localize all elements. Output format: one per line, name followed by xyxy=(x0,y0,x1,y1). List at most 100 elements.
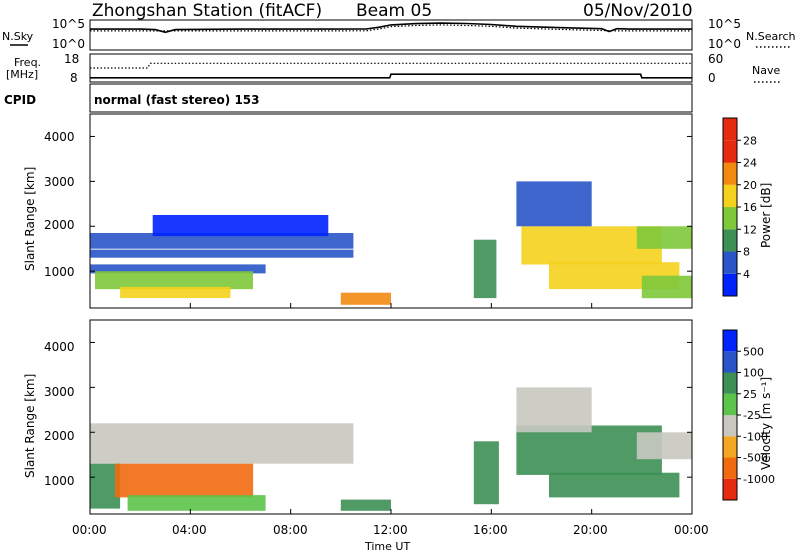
noise-series-1 xyxy=(90,24,692,32)
velocity-cbar-label-4: 25 xyxy=(743,388,757,401)
power-region-11 xyxy=(636,226,692,249)
power-region-0 xyxy=(90,233,354,249)
velocity-ytick-2000: 2000 xyxy=(44,429,75,443)
power-colorbar: 4 8 12 16 20 24 28 xyxy=(722,117,757,297)
freq-label: Freq. xyxy=(14,56,41,69)
velocity-ylabel: Slant Range [km] xyxy=(23,374,37,478)
velocity-region-0 xyxy=(90,423,354,464)
velocity-ytick-4000: 4000 xyxy=(44,340,75,354)
x-axis: 00:00 04:00 08:00 12:00 16:00 20:00 00:0… xyxy=(72,523,709,553)
noise-panel-frame xyxy=(89,19,693,51)
power-cbar-swatch-5 xyxy=(723,162,737,185)
nave-label: Nave xyxy=(752,64,780,77)
xtick-6: 00:00 xyxy=(674,523,709,537)
freq-series-group xyxy=(90,62,692,79)
nsky-tick-top: 10^5 xyxy=(52,17,85,31)
power-ytick-2000: 2000 xyxy=(44,218,75,232)
velocity-region-2 xyxy=(115,463,254,498)
power-cbar-swatch-2 xyxy=(723,229,737,252)
velocity-cbar-label-5: 100 xyxy=(743,367,764,380)
velocity-cbar-swatch-2 xyxy=(723,436,737,458)
xtick-0: 00:00 xyxy=(72,523,107,537)
velocity-region-9 xyxy=(636,432,692,460)
power-cbar-swatch-0 xyxy=(723,273,737,297)
velocity-colorbar: -1000 -500 -100 -25 25 100 500 xyxy=(722,329,775,501)
velocity-region-5 xyxy=(473,441,499,505)
velocity-axis-ticks xyxy=(89,341,693,514)
velocity-region-8 xyxy=(516,387,592,433)
power-region-1 xyxy=(152,215,329,237)
power-cbar-label-4: 20 xyxy=(743,179,757,192)
power-region-4 xyxy=(95,271,253,290)
xtick-4: 16:00 xyxy=(473,523,508,537)
power-cbar-swatch-6 xyxy=(723,140,737,163)
noise-series-0 xyxy=(90,22,692,34)
velocity-heatmap xyxy=(90,387,692,511)
power-cbar-label-5: 24 xyxy=(743,157,757,170)
velocity-region-4 xyxy=(340,499,391,511)
power-region-12 xyxy=(641,275,692,299)
nsky-label: N.Sky xyxy=(2,30,34,43)
velocity-region-3 xyxy=(127,495,266,511)
nsky-tick-bottom: 10^0 xyxy=(52,37,85,51)
nave-tick-top: 60 xyxy=(708,52,723,66)
freq-series-0 xyxy=(90,73,692,79)
nsearch-tick-top: 10^5 xyxy=(708,17,741,31)
velocity-cbar-swatch-5 xyxy=(723,372,737,394)
power-region-6 xyxy=(340,292,391,305)
cpid-label: CPID xyxy=(4,93,36,107)
freq-tick-bottom: 8 xyxy=(70,71,78,85)
power-region-5 xyxy=(120,286,231,299)
power-ytick-3000: 3000 xyxy=(44,175,75,189)
power-cbar-label-1: 8 xyxy=(743,246,750,259)
power-cbar-label-6: 28 xyxy=(743,134,757,147)
power-ytick-1000: 1000 xyxy=(44,265,75,279)
velocity-region-1 xyxy=(90,463,121,509)
power-cbar-label-3: 16 xyxy=(743,201,757,214)
nave-tick-bottom: 0 xyxy=(708,71,716,85)
power-heatmap xyxy=(90,181,692,305)
freq-panel: Freq. [MHz] 18 8 60 0 Nave xyxy=(6,52,780,85)
x-axis-title: Time UT xyxy=(364,540,410,553)
velocity-cbar-label-1: -500 xyxy=(743,452,768,465)
beam-label: Beam 05 xyxy=(356,1,432,21)
freq-unit-label: [MHz] xyxy=(6,68,38,81)
velocity-cbar-title: Velocity [m s⁻¹] xyxy=(759,377,773,470)
velocity-cbar-label-6: 500 xyxy=(743,345,764,358)
power-cbar-label-0: 4 xyxy=(743,268,750,281)
freq-tick-top: 18 xyxy=(64,52,79,66)
cpid-panel-frame xyxy=(89,83,693,113)
velocity-cbar-swatch-6 xyxy=(723,351,737,373)
velocity-region-7 xyxy=(549,472,680,498)
xtick-1: 04:00 xyxy=(172,523,207,537)
power-axis-ticks xyxy=(89,135,693,308)
power-region-7 xyxy=(473,239,497,299)
power-cbar-swatch-7 xyxy=(723,118,737,141)
xtick-2: 08:00 xyxy=(273,523,308,537)
velocity-cbar-swatch-4 xyxy=(723,393,737,416)
power-ytick-4000: 4000 xyxy=(44,130,75,144)
date-label: 05/Nov/2010 xyxy=(583,1,693,21)
velocity-ytick-1000: 1000 xyxy=(44,474,75,488)
nsearch-tick-bottom: 10^0 xyxy=(708,37,741,51)
velocity-cbar-swatch-3 xyxy=(723,415,737,437)
power-region-10 xyxy=(516,181,592,227)
power-cbar-swatch-1 xyxy=(723,251,737,274)
velocity-cbar-swatch-0 xyxy=(723,478,737,501)
cpid-mode-text: normal (fast stereo) 153 xyxy=(94,93,260,107)
velocity-cbar-label-2: -100 xyxy=(743,430,768,443)
station-title: Zhongshan Station (fitACF) xyxy=(92,1,322,21)
cpid-panel: CPID normal (fast stereo) 153 xyxy=(4,83,693,113)
power-region-3 xyxy=(90,264,266,274)
power-cbar-title: Power [dB] xyxy=(759,183,773,248)
power-cbar-swatch-3 xyxy=(723,207,737,230)
xtick-3: 12:00 xyxy=(373,523,408,537)
velocity-cbar-label-0: -1000 xyxy=(743,473,775,486)
power-cbar-label-2: 12 xyxy=(743,223,757,236)
freq-series-1 xyxy=(90,62,692,69)
velocity-panel: 1000 2000 3000 4000 Slant Range [km] -10… xyxy=(23,319,775,515)
velocity-cbar-swatch-1 xyxy=(723,457,737,479)
xtick-5: 20:00 xyxy=(573,523,608,537)
velocity-cbar-label-3: -25 xyxy=(743,409,761,422)
